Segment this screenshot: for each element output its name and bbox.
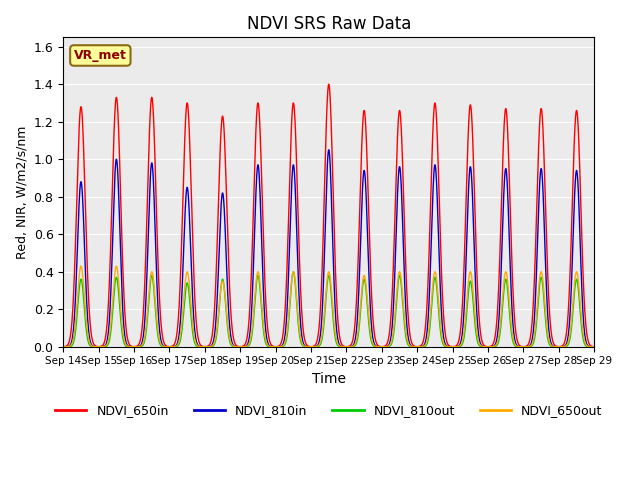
Title: NDVI SRS Raw Data: NDVI SRS Raw Data: [246, 15, 411, 33]
Y-axis label: Red, NIR, W/m2/s/nm: Red, NIR, W/m2/s/nm: [15, 125, 28, 259]
Legend: NDVI_650in, NDVI_810in, NDVI_810out, NDVI_650out: NDVI_650in, NDVI_810in, NDVI_810out, NDV…: [50, 399, 607, 422]
Text: VR_met: VR_met: [74, 49, 127, 62]
X-axis label: Time: Time: [312, 372, 346, 386]
